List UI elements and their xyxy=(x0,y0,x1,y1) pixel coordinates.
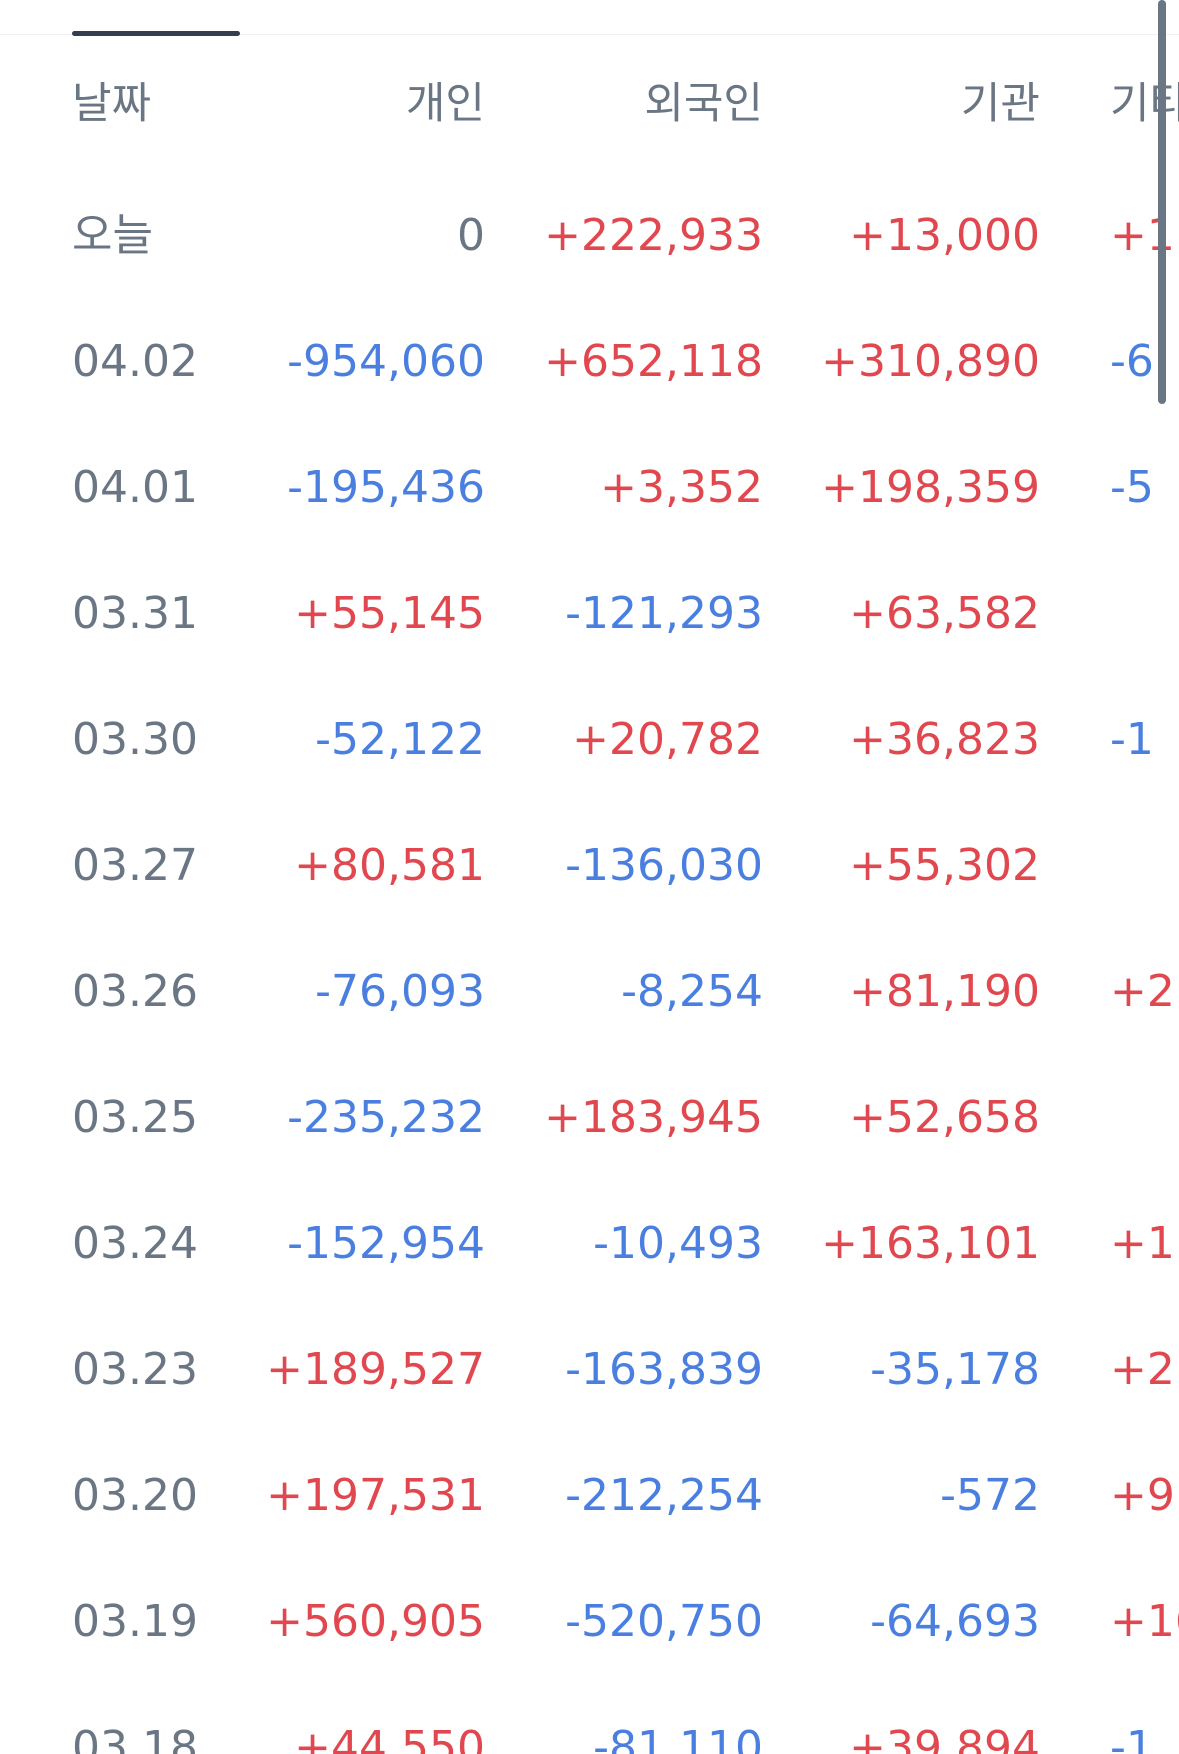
cell-other: -6 xyxy=(1110,336,1154,387)
cell-individual: -235,232 xyxy=(287,1092,485,1143)
cell-date: 03.18 xyxy=(72,1722,198,1754)
header-other[interactable]: 기타 xyxy=(1110,79,1179,129)
table-row[interactable]: 03.30 -52,122 +20,782 +36,823 -1 xyxy=(0,677,1179,803)
cell-date: 03.19 xyxy=(72,1596,198,1647)
cell-other: +1 xyxy=(1110,1218,1175,1269)
table-header-row: 날짜 개인 외국인 기관 기타 xyxy=(0,41,1179,167)
cell-individual: 0 xyxy=(457,210,485,261)
table-row[interactable]: 03.24 -152,954 -10,493 +163,101 +1 xyxy=(0,1181,1179,1307)
header-institution[interactable]: 기관 xyxy=(960,79,1040,129)
table-row[interactable]: 03.26 -76,093 -8,254 +81,190 +2 xyxy=(0,929,1179,1055)
cell-individual: -52,122 xyxy=(315,714,485,765)
cell-foreign: +222,933 xyxy=(544,210,763,261)
active-tab-indicator xyxy=(72,31,240,36)
cell-individual: +197,531 xyxy=(266,1470,485,1521)
cell-foreign: -8,254 xyxy=(621,966,763,1017)
cell-individual: -76,093 xyxy=(315,966,485,1017)
cell-institution: +163,101 xyxy=(821,1218,1040,1269)
cell-foreign: -136,030 xyxy=(565,840,763,891)
cell-institution: +63,582 xyxy=(849,588,1040,639)
header-foreign[interactable]: 외국인 xyxy=(644,79,763,129)
table-row[interactable]: 오늘 0 +222,933 +13,000 +1 xyxy=(0,173,1179,299)
table-row[interactable]: 03.25 -235,232 +183,945 +52,658 xyxy=(0,1055,1179,1181)
cell-institution: +81,190 xyxy=(849,966,1040,1017)
cell-institution: +36,823 xyxy=(849,714,1040,765)
cell-date: 03.24 xyxy=(72,1218,198,1269)
cell-institution: +198,359 xyxy=(821,462,1040,513)
tab-bar-divider xyxy=(0,34,1179,35)
cell-individual: +80,581 xyxy=(294,840,485,891)
cell-institution: +310,890 xyxy=(821,336,1040,387)
cell-date: 03.30 xyxy=(72,714,198,765)
cell-individual: +44,550 xyxy=(294,1722,485,1754)
cell-institution: +52,658 xyxy=(849,1092,1040,1143)
cell-individual: +189,527 xyxy=(266,1344,485,1395)
cell-foreign: -81,110 xyxy=(593,1722,763,1754)
cell-foreign: +3,352 xyxy=(600,462,763,513)
cell-institution: +13,000 xyxy=(849,210,1040,261)
cell-date: 04.02 xyxy=(72,336,198,387)
header-date[interactable]: 날짜 xyxy=(72,79,152,129)
cell-institution: -35,178 xyxy=(870,1344,1040,1395)
cell-foreign: +20,782 xyxy=(572,714,763,765)
table-row[interactable]: 04.02 -954,060 +652,118 +310,890 -6 xyxy=(0,299,1179,425)
header-individual[interactable]: 개인 xyxy=(405,79,485,129)
cell-foreign: -520,750 xyxy=(565,1596,763,1647)
cell-date: 오늘 xyxy=(72,210,153,261)
cell-other: -1 xyxy=(1110,714,1154,765)
cell-other: +16 xyxy=(1110,1596,1179,1647)
cell-individual: -195,436 xyxy=(287,462,485,513)
cell-institution: +39,894 xyxy=(849,1722,1040,1754)
table-row[interactable]: 03.27 +80,581 -136,030 +55,302 xyxy=(0,803,1179,929)
cell-individual: -152,954 xyxy=(287,1218,485,1269)
cell-date: 04.01 xyxy=(72,462,198,513)
cell-date: 03.20 xyxy=(72,1470,198,1521)
cell-institution: -64,693 xyxy=(870,1596,1040,1647)
cell-other: -1 xyxy=(1110,1722,1154,1754)
cell-other: -5 xyxy=(1110,462,1154,513)
cell-other: +9 xyxy=(1110,1470,1175,1521)
cell-foreign: -121,293 xyxy=(565,588,763,639)
cell-date: 03.23 xyxy=(72,1344,198,1395)
cell-date: 03.25 xyxy=(72,1092,198,1143)
cell-institution: +55,302 xyxy=(849,840,1040,891)
cell-individual: +55,145 xyxy=(294,588,485,639)
table-row[interactable]: 03.23 +189,527 -163,839 -35,178 +2 xyxy=(0,1307,1179,1433)
table-row[interactable]: 03.20 +197,531 -212,254 -572 +9 xyxy=(0,1433,1179,1559)
table-row[interactable]: 03.31 +55,145 -121,293 +63,582 xyxy=(0,551,1179,677)
cell-other: +2 xyxy=(1110,966,1175,1017)
cell-foreign: -212,254 xyxy=(565,1470,763,1521)
cell-foreign: -10,493 xyxy=(593,1218,763,1269)
cell-foreign: -163,839 xyxy=(565,1344,763,1395)
table-row[interactable]: 03.18 +44,550 -81,110 +39,894 -1 xyxy=(0,1685,1179,1754)
cell-date: 03.26 xyxy=(72,966,198,1017)
cell-foreign: +183,945 xyxy=(544,1092,763,1143)
cell-foreign: +652,118 xyxy=(544,336,763,387)
cell-date: 03.31 xyxy=(72,588,198,639)
cell-date: 03.27 xyxy=(72,840,198,891)
cell-individual: +560,905 xyxy=(266,1596,485,1647)
cell-other: +2 xyxy=(1110,1344,1175,1395)
table-row[interactable]: 03.19 +560,905 -520,750 -64,693 +16 xyxy=(0,1559,1179,1685)
cell-institution: -572 xyxy=(940,1470,1040,1521)
cell-individual: -954,060 xyxy=(287,336,485,387)
table-row[interactable]: 04.01 -195,436 +3,352 +198,359 -5 xyxy=(0,425,1179,551)
scrollbar[interactable] xyxy=(1158,0,1166,404)
